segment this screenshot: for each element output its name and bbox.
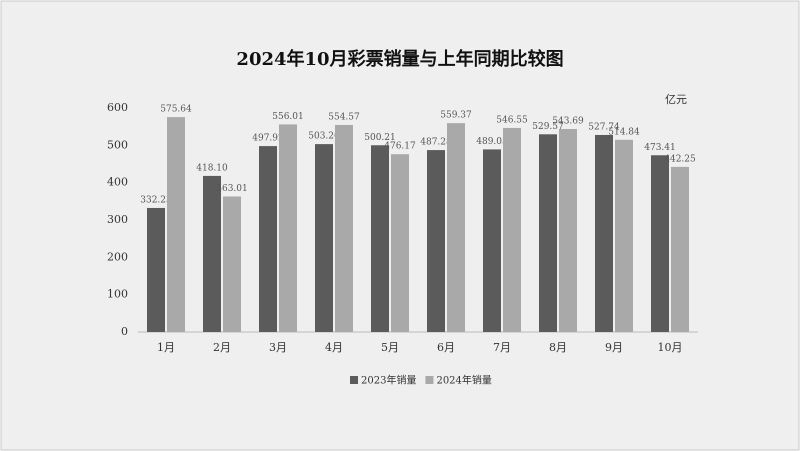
- x-tick-label: 2月: [213, 341, 231, 354]
- value-label: 487.28: [420, 138, 452, 148]
- bar: [259, 146, 277, 332]
- y-tick-label: 100: [107, 288, 128, 301]
- x-tick-label: 6月: [437, 341, 455, 354]
- value-label: 556.01: [272, 112, 304, 122]
- value-label: 473.41: [644, 143, 676, 153]
- bar: [147, 207, 165, 332]
- bar: [539, 134, 557, 332]
- bar: [483, 149, 501, 332]
- bar: [391, 154, 409, 332]
- bar: [335, 124, 353, 332]
- x-tick-label: 3月: [269, 341, 287, 354]
- bar: [671, 166, 689, 332]
- x-tick-label: 4月: [325, 341, 343, 354]
- y-tick-label: 500: [107, 138, 128, 151]
- bar: [651, 155, 669, 332]
- y-tick-label: 600: [107, 101, 128, 114]
- bar: [223, 196, 241, 332]
- legend-swatch: [425, 376, 434, 384]
- value-label: 500.21: [364, 133, 396, 143]
- x-tick-label: 8月: [549, 341, 567, 354]
- value-label: 503.26: [308, 132, 340, 142]
- legend-label: 2023年销量: [361, 374, 416, 387]
- value-label: 363.01: [216, 184, 248, 194]
- bar: [203, 175, 221, 332]
- bar: [615, 139, 633, 332]
- x-tick-label: 1月: [157, 341, 175, 354]
- legend-swatch: [350, 376, 358, 384]
- value-label: 543.69: [552, 117, 584, 127]
- bar: [167, 117, 185, 333]
- x-tick-label: 5月: [381, 341, 399, 354]
- bar: [427, 150, 445, 332]
- value-label: 442.25: [664, 154, 696, 164]
- legend-label: 2024年销量: [436, 374, 491, 387]
- value-label: 559.37: [440, 111, 472, 121]
- x-tick-label: 9月: [605, 341, 623, 354]
- y-tick-label: 400: [107, 176, 128, 189]
- x-tick-label: 7月: [493, 341, 511, 354]
- y-tick-label: 200: [107, 250, 128, 263]
- chart-title: 2024年10月彩票销量与上年同期比较图: [236, 48, 563, 70]
- value-label: 489.05: [476, 137, 508, 147]
- bar: [503, 127, 521, 332]
- value-label: 529.57: [532, 122, 564, 132]
- bar: [315, 144, 333, 332]
- value-label: 546.55: [496, 115, 528, 125]
- value-label: 527.74: [588, 122, 620, 132]
- y-tick-label: 300: [107, 213, 128, 226]
- value-label: 514.84: [608, 127, 640, 137]
- value-label: 497.92: [252, 134, 284, 144]
- x-tick-label: 10月: [658, 341, 683, 354]
- bar: [279, 124, 297, 332]
- y-tick-label: 0: [121, 325, 128, 338]
- value-label: 418.10: [196, 163, 228, 173]
- value-label: 575.64: [160, 105, 192, 115]
- bar: [559, 129, 577, 332]
- value-label: 332.23: [140, 195, 172, 205]
- unit-label: 亿元: [665, 93, 687, 106]
- bar: [595, 134, 613, 332]
- value-label: 554.57: [328, 112, 360, 122]
- bar: [371, 145, 389, 332]
- value-label: 476.17: [384, 142, 416, 152]
- bar: [447, 123, 465, 332]
